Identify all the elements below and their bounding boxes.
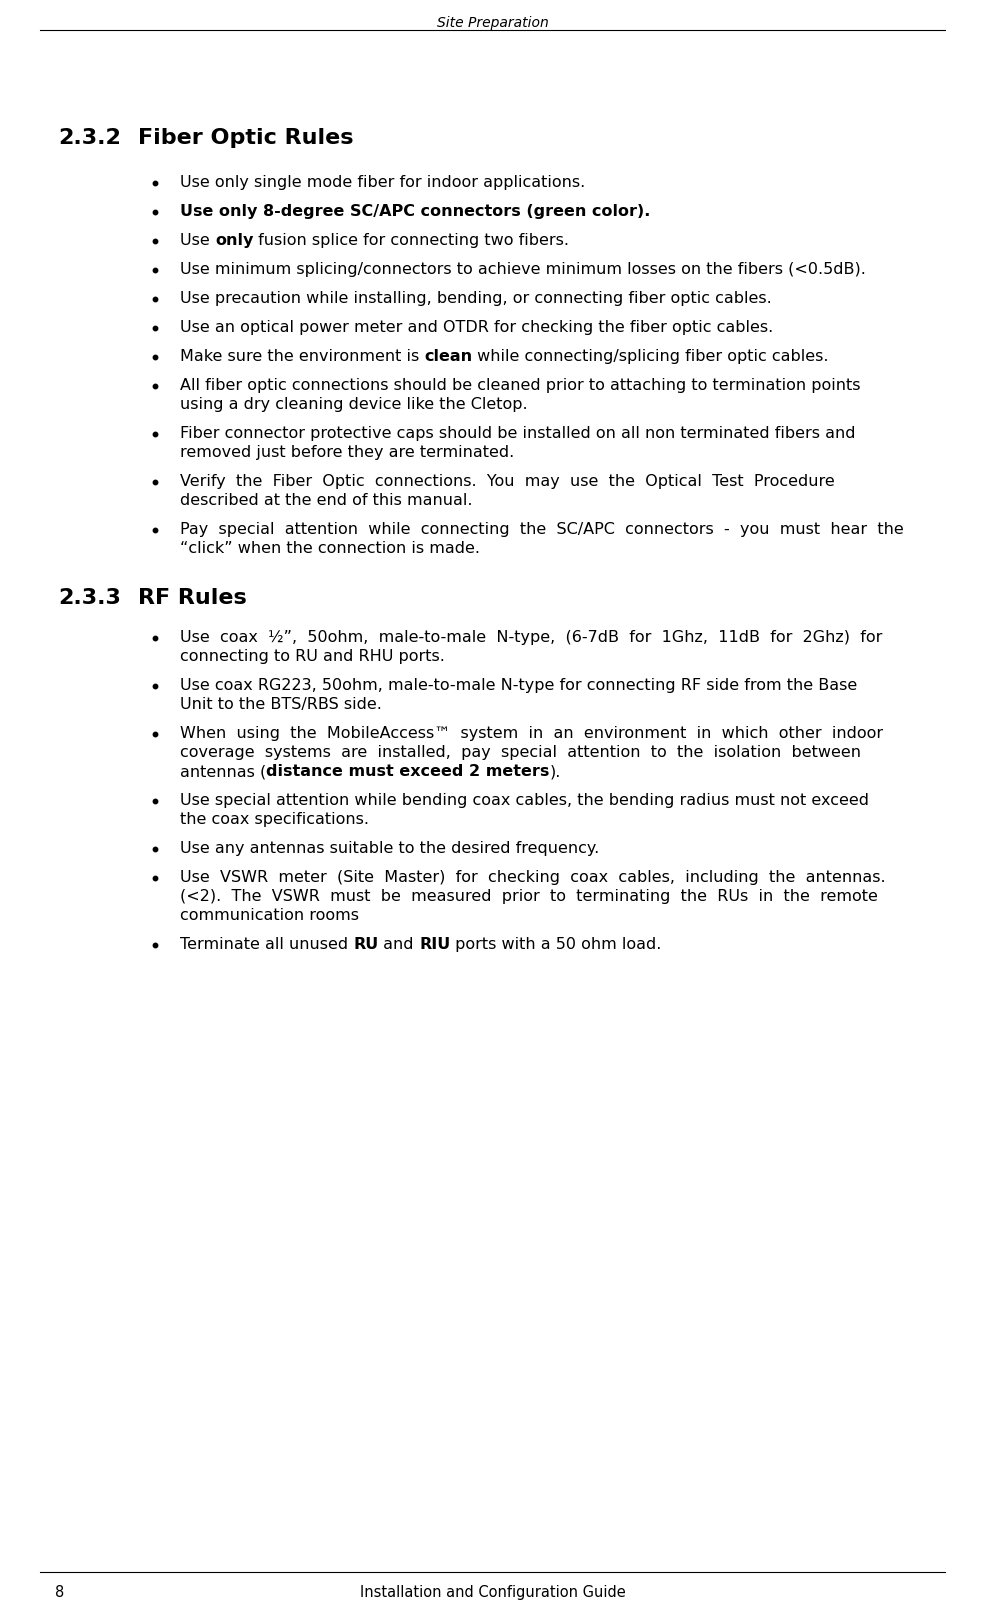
Text: connecting to RU and RHU ports.: connecting to RU and RHU ports. [180,648,445,664]
Text: Use precaution while installing, bending, or connecting fiber optic cables.: Use precaution while installing, bending… [180,291,772,306]
Text: Use: Use [180,234,215,248]
Text: while connecting/splicing fiber optic cables.: while connecting/splicing fiber optic ca… [473,349,829,363]
Text: Use only 8-degree SC/APC connectors (green color).: Use only 8-degree SC/APC connectors (gre… [180,203,650,219]
Text: RF Rules: RF Rules [138,588,247,608]
Text: Pay  special  attention  while  connecting  the  SC/APC  connectors  -  you  mus: Pay special attention while connecting t… [180,522,904,536]
Text: only: only [215,234,253,248]
Text: Use  VSWR  meter  (Site  Master)  for  checking  coax  cables,  including  the  : Use VSWR meter (Site Master) for checkin… [180,869,886,885]
Text: Unit to the BTS/RBS side.: Unit to the BTS/RBS side. [180,696,382,712]
Text: Use any antennas suitable to the desired frequency.: Use any antennas suitable to the desired… [180,841,599,857]
Text: distance must exceed 2 meters: distance must exceed 2 meters [266,764,550,780]
Text: Use coax RG223, 50ohm, male-to-male N-type for connecting RF side from the Base: Use coax RG223, 50ohm, male-to-male N-ty… [180,677,857,693]
Text: 2.3.2: 2.3.2 [58,128,121,147]
Text: Installation and Configuration Guide: Installation and Configuration Guide [360,1585,625,1599]
Text: Fiber Optic Rules: Fiber Optic Rules [138,128,354,147]
Text: 8: 8 [55,1585,64,1599]
Text: and: and [378,937,420,953]
Text: Use special attention while bending coax cables, the bending radius must not exc: Use special attention while bending coax… [180,792,869,809]
Text: coverage  systems  are  installed,  pay  special  attention  to  the  isolation : coverage systems are installed, pay spec… [180,744,861,760]
Text: described at the end of this manual.: described at the end of this manual. [180,493,473,508]
Text: RU: RU [354,937,378,953]
Text: ports with a 50 ohm load.: ports with a 50 ohm load. [450,937,662,953]
Text: Use minimum splicing/connectors to achieve minimum losses on the fibers (<0.5dB): Use minimum splicing/connectors to achie… [180,263,866,277]
Text: Fiber connector protective caps should be installed on all non terminated fibers: Fiber connector protective caps should b… [180,426,856,440]
Text: When  using  the  MobileAccess™  system  in  an  environment  in  which  other  : When using the MobileAccess™ system in a… [180,725,884,741]
Text: ).: ). [550,764,561,780]
Text: “click” when the connection is made.: “click” when the connection is made. [180,541,480,556]
Text: Terminate all unused: Terminate all unused [180,937,354,953]
Text: removed just before they are terminated.: removed just before they are terminated. [180,445,514,459]
Text: All fiber optic connections should be cleaned prior to attaching to termination : All fiber optic connections should be cl… [180,378,861,392]
Text: using a dry cleaning device like the Cletop.: using a dry cleaning device like the Cle… [180,397,528,411]
Text: fusion splice for connecting two fibers.: fusion splice for connecting two fibers. [253,234,569,248]
Text: Use only single mode fiber for indoor applications.: Use only single mode fiber for indoor ap… [180,175,585,191]
Text: RIU: RIU [420,937,450,953]
Text: clean: clean [425,349,473,363]
Text: Verify  the  Fiber  Optic  connections.  You  may  use  the  Optical  Test  Proc: Verify the Fiber Optic connections. You … [180,474,834,488]
Text: (<2).  The  VSWR  must  be  measured  prior  to  terminating  the  RUs  in  the : (<2). The VSWR must be measured prior to… [180,889,878,905]
Text: antennas (: antennas ( [180,764,266,780]
Text: Use  coax  ½”,  50ohm,  male-to-male  N-type,  (6-7dB  for  1Ghz,  11dB  for  2G: Use coax ½”, 50ohm, male-to-male N-type,… [180,631,883,645]
Text: Use an optical power meter and OTDR for checking the fiber optic cables.: Use an optical power meter and OTDR for … [180,320,773,335]
Text: 2.3.3: 2.3.3 [58,588,121,608]
Text: Site Preparation: Site Preparation [436,16,549,30]
Text: Make sure the environment is: Make sure the environment is [180,349,425,363]
Text: the coax specifications.: the coax specifications. [180,812,369,828]
Text: communication rooms: communication rooms [180,908,359,924]
